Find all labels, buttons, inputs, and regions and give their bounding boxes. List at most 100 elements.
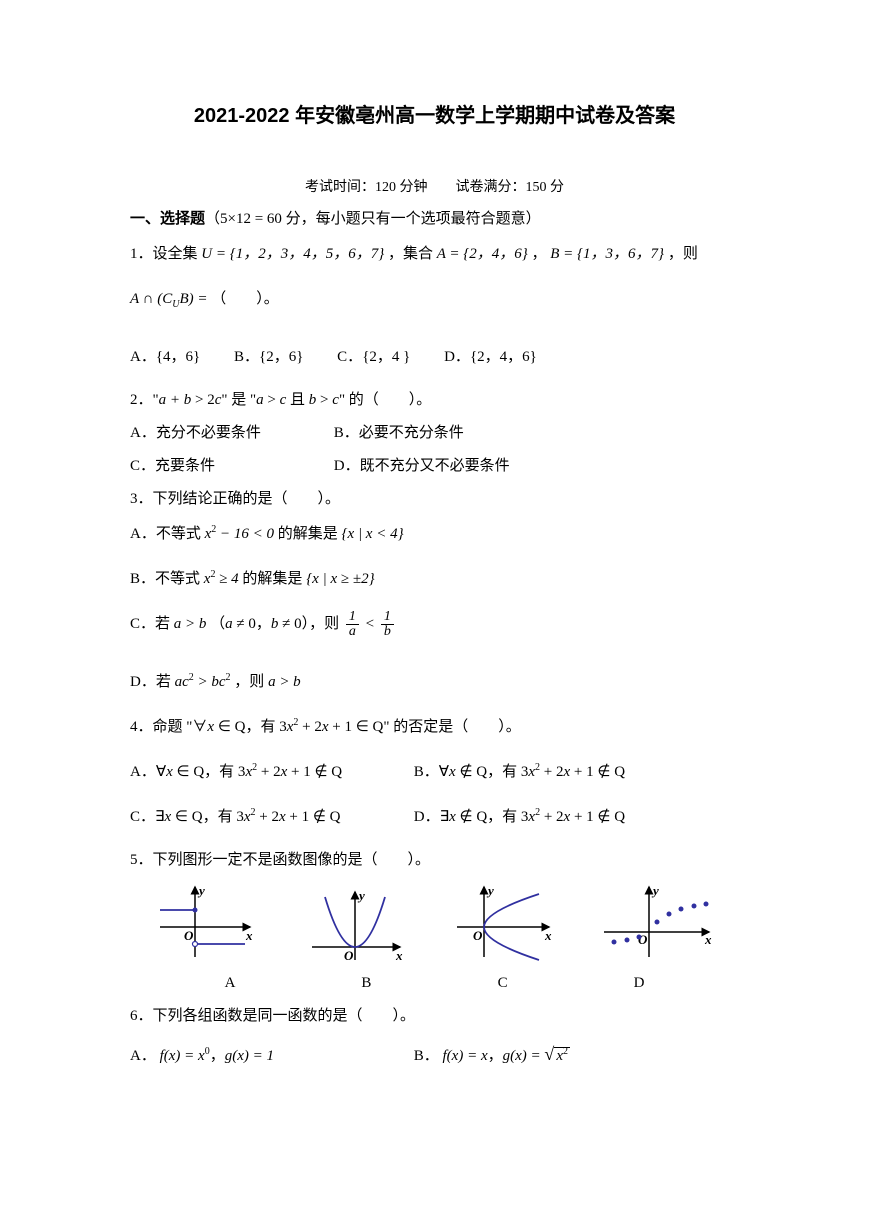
frac-1b: 1b <box>381 610 394 639</box>
svg-text:O: O <box>344 948 354 963</box>
q6A-g: g(x) = 1 <box>225 1048 274 1064</box>
svg-text:O: O <box>473 928 483 943</box>
question-4-row1: A．∀x ∈ Q，有 3x2 + 2x + 1 ∉ Q B．∀x ∉ Q，有 3… <box>130 757 739 787</box>
svg-text:y: y <box>357 888 365 903</box>
q3-optC: C．若 a > b （a ≠ 0，b ≠ 0），则 1a < 1b <box>130 609 739 639</box>
sqrt-icon: √x2 <box>544 1036 570 1072</box>
svg-text:y: y <box>197 883 205 898</box>
q1-mid3: ，则 <box>668 246 698 262</box>
q2-optC: C．充要条件 <box>130 453 330 480</box>
q6B-g-pre: g(x) = <box>503 1048 545 1064</box>
q3B-pre: B．不等式 <box>130 571 200 587</box>
q1-mid2: ， <box>532 246 547 262</box>
svg-text:O: O <box>638 932 648 947</box>
question-4-row2: C．∃x ∈ Q，有 3x2 + 2x + 1 ∉ Q D．∃x ∉ Q，有 3… <box>130 802 739 832</box>
q1-mid1: ，集合 <box>388 246 433 262</box>
question-6-options: A． f(x) = x0，g(x) = 1 B． f(x) = x，g(x) =… <box>130 1036 739 1072</box>
q3A-set: {x | x < 4} <box>342 526 404 542</box>
question-2: 2．"a + b > 2c" 是 "a > c 且 b > c" 的（ ）。 <box>130 387 739 414</box>
q1-U: U = {1，2，3，4，5，6，7} <box>201 246 384 262</box>
q3-optD: D．若 ac2 > bc2 ，则 a > b <box>130 667 739 697</box>
frac-1a: 1a <box>346 610 359 639</box>
graph-D-svg: y x O <box>599 882 719 967</box>
q1-optC-val: {2，4 } <box>362 349 410 365</box>
graph-label-D: D <box>599 971 679 995</box>
graphs-row: y x O y x O y x O <box>150 882 719 967</box>
q6A-pre: A． <box>130 1048 156 1064</box>
q3A-post: 的解集是 <box>278 526 338 542</box>
graph-label-B: B <box>326 971 406 995</box>
q6B-mid: ， <box>488 1048 503 1064</box>
q6B-f: f(x) = x <box>443 1048 488 1064</box>
svg-text:x: x <box>395 948 403 963</box>
q1-expr2: B) = <box>179 291 207 307</box>
q3D-pre: D．若 <box>130 674 171 690</box>
q2-optD: D．既不充分又不必要条件 <box>334 458 510 474</box>
q3D-expr: ac <box>175 674 189 690</box>
question-1-expr: A ∩ (CUB) = （ ）。 <box>130 284 739 314</box>
q2-text: 2．"a + b > 2c" 是 "a > c 且 b > c" 的（ ）。 <box>130 392 431 408</box>
question-4: 4．命题 "∀x ∈ Q，有 3x2 + 2x + 1 ∈ Q" 的否定是（ ）… <box>130 712 739 742</box>
section-label: 一、选择题 <box>130 211 205 227</box>
q1-A: A = {2，4，6} <box>437 246 528 262</box>
q4-optD: D．∃x ∉ Q，有 3x2 + 2x + 1 ∉ Q <box>414 809 625 825</box>
graph-A: y x O <box>150 882 260 967</box>
question-3: 3．下列结论正确的是（ ）。 <box>130 486 739 513</box>
q3C-expr: a > b <box>174 616 207 632</box>
graph-label-C: C <box>463 971 543 995</box>
svg-text:x: x <box>544 928 552 943</box>
q1-B: B = {1，3，6，7} <box>550 246 664 262</box>
question-5: 5．下列图形一定不是函数图像的是（ ）。 <box>130 847 739 874</box>
exam-info: 考试时间：120 分钟 试卷满分：150 分 <box>130 177 739 199</box>
question-1: 1．设全集 U = {1，2，3，4，5，6，7} ，集合 A = {2，4，6… <box>130 239 739 269</box>
q3C-pre: C．若 <box>130 616 170 632</box>
q3-optA: A．不等式 x2 − 16 < 0 的解集是 {x | x < 4} <box>130 519 739 549</box>
q1-optC: C．{2，4 } <box>337 342 410 372</box>
page-title: 2021-2022 年安徽亳州高一数学上学期期中试卷及答案 <box>130 100 739 132</box>
question-6: 6．下列各组函数是同一函数的是（ ）。 <box>130 1003 739 1030</box>
q4-post: " 的否定是（ ）。 <box>383 719 520 735</box>
svg-text:x: x <box>245 928 253 943</box>
q3D-mid: ，则 <box>234 674 264 690</box>
question-2-row2: C．充要条件 D．既不充分又不必要条件 <box>130 453 739 480</box>
q6-optB: B． f(x) = x，g(x) = √x2 <box>414 1048 570 1064</box>
svg-text:O: O <box>184 928 194 943</box>
q2-optA: A．充分不必要条件 <box>130 420 330 447</box>
graph-A-svg: y x O <box>150 882 260 967</box>
q4-optA: A．∀x ∈ Q，有 3x2 + 2x + 1 ∉ Q <box>130 757 410 787</box>
q3A-pre: A．不等式 <box>130 526 201 542</box>
graph-B-svg: y x O <box>300 882 410 967</box>
graph-label-A: A <box>190 971 270 995</box>
svg-text:y: y <box>486 883 494 898</box>
graph-D: y x O <box>599 882 719 967</box>
q4-optB: B．∀x ∉ Q，有 3x2 + 2x + 1 ∉ Q <box>414 764 625 780</box>
q1-optB-val: {2，6} <box>259 349 303 365</box>
q3C-mid: （a ≠ 0，b ≠ 0），则 <box>210 616 339 632</box>
q3-optB: B．不等式 x2 ≥ 4 的解集是 {x | x ≥ ±2} <box>130 564 739 594</box>
q6B-pre: B． <box>414 1048 439 1064</box>
question-1-options: A．{4，6} B．{2，6} C．{2，4 } D．{2，4，6} <box>130 342 739 372</box>
q3B-post: 的解集是 <box>242 571 302 587</box>
q3B-set: {x | x ≥ ±2} <box>306 571 374 587</box>
q1-optB: B．{2，6} <box>234 342 303 372</box>
q3D-post: a > b <box>268 674 301 690</box>
q4-expr: ∀x ∈ Q，有 3x2 + 2x + 1 ∈ Q <box>192 719 383 735</box>
q1-optA-val: {4，6} <box>156 349 200 365</box>
question-2-row1: A．充分不必要条件 B．必要不充分条件 <box>130 420 739 447</box>
q2-optB: B．必要不充分条件 <box>334 425 464 441</box>
q6-optA: A． f(x) = x0，g(x) = 1 <box>130 1041 410 1071</box>
svg-text:x: x <box>704 932 712 947</box>
q6A-f: f(x) = x <box>160 1048 205 1064</box>
q1-optA: A．{4，6} <box>130 342 200 372</box>
q6A-mid: ， <box>210 1048 225 1064</box>
q1-pre: 1．设全集 <box>130 246 198 262</box>
q1-optD: D．{2，4，6} <box>444 342 537 372</box>
graph-C-svg: y x O <box>449 882 559 967</box>
graph-labels: A B C D <box>190 971 679 995</box>
section-header: 一、选择题（5×12 = 60 分，每小题只有一个选项最符合题意） <box>130 207 739 231</box>
graph-C: y x O <box>449 882 559 967</box>
q1-optD-val: {2，4，6} <box>470 349 537 365</box>
q1-tail: （ ）。 <box>211 291 279 307</box>
q4-pre: 4．命题 " <box>130 719 192 735</box>
q1-expr: A ∩ (C <box>130 291 172 307</box>
